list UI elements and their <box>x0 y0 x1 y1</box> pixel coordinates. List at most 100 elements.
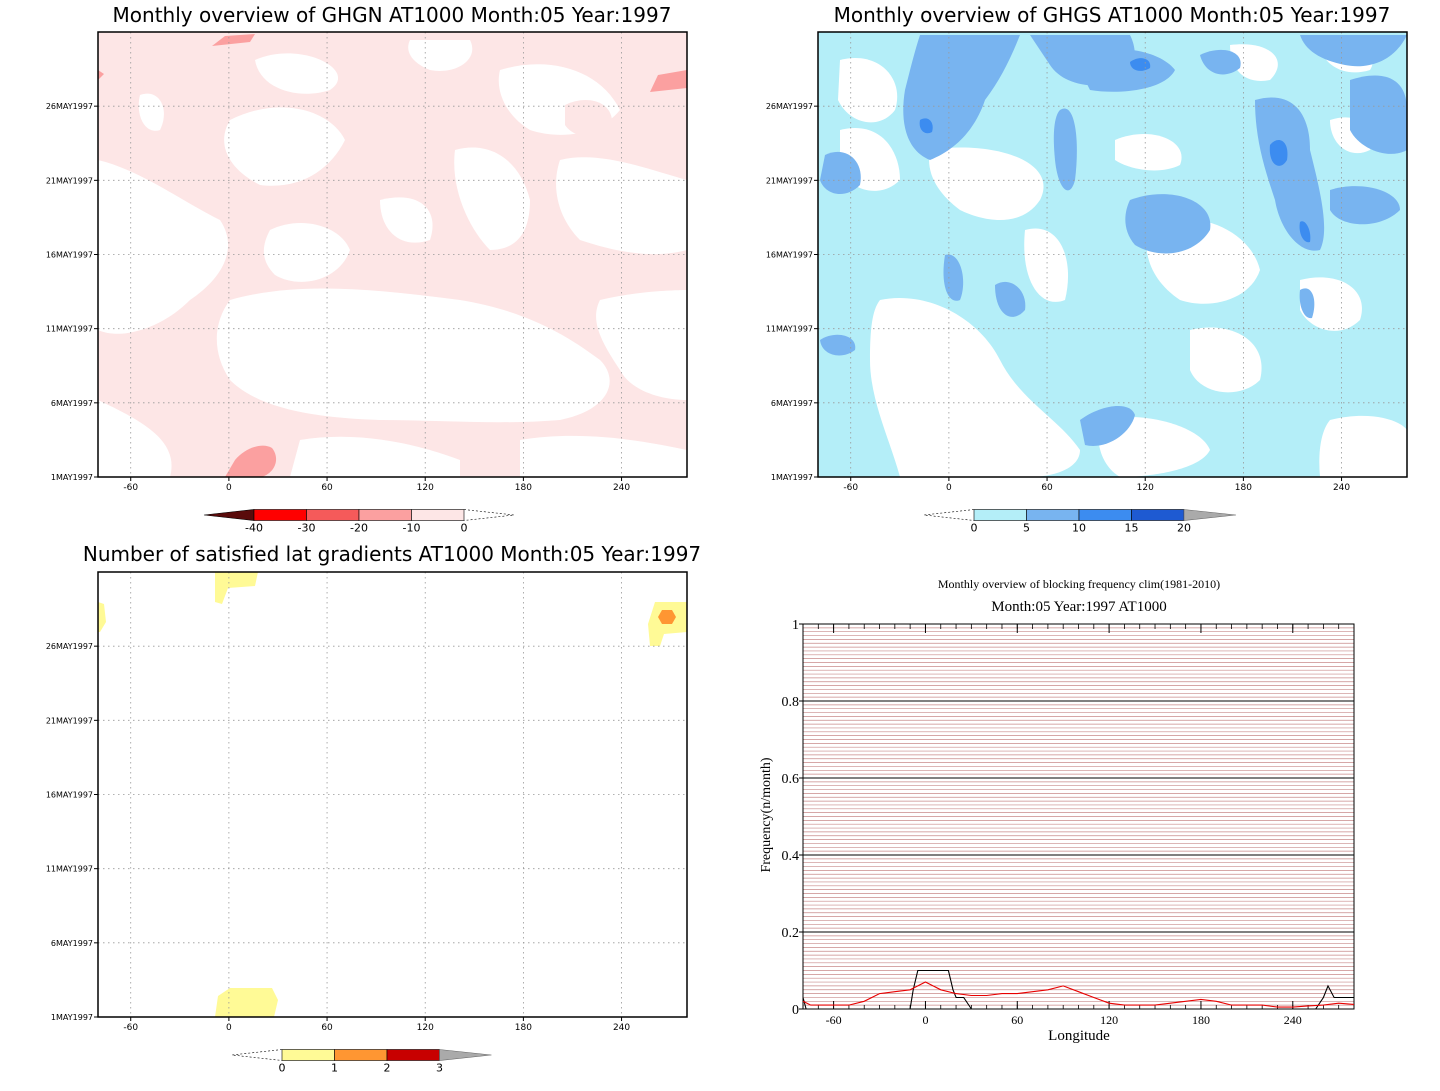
x-tick-label: 60 <box>321 483 333 493</box>
x-tick-label: 120 <box>417 1023 434 1033</box>
x-tick-label: 180 <box>1235 483 1252 493</box>
colorbar-label: 3 <box>436 1062 443 1075</box>
x-tick-label: 180 <box>1192 1013 1210 1027</box>
y-tick-label: 1MAY1997 <box>51 473 93 482</box>
x-tick-label: -60 <box>843 483 858 493</box>
chart-title: Monthly overview of GHGS AT1000 Month:05… <box>834 3 1391 27</box>
colorbar-swatch <box>1131 509 1185 521</box>
chart-title: Number of satisfied lat gradients AT1000… <box>83 542 701 566</box>
x-tick-label: 120 <box>1100 1013 1118 1027</box>
y-tick-label: 11MAY1997 <box>46 325 93 334</box>
colorbar-swatch <box>386 1049 440 1061</box>
colorbar-label: -10 <box>403 522 421 535</box>
chart-title: Monthly overview of blocking frequency c… <box>938 577 1220 591</box>
colorbar-swatch <box>334 1049 388 1061</box>
y-tick-label: 11MAY1997 <box>46 865 93 874</box>
y-tick-label: 11MAY1997 <box>766 325 813 334</box>
x-tick-label: 0 <box>922 1013 928 1027</box>
chart-title: Monthly overview of GHGN AT1000 Month:05… <box>113 3 672 27</box>
y-tick-label: 0.6 <box>782 772 800 787</box>
y-tick-label: 0.4 <box>782 849 800 864</box>
series-line-1 <box>802 981 1355 1008</box>
panel-lat-gradients: Number of satisfied lat gradients AT1000… <box>46 542 701 1075</box>
colorbar-swatch <box>411 509 465 521</box>
x-tick-label: 180 <box>515 483 532 493</box>
x-tick-label: 120 <box>417 483 434 493</box>
colorbar-label: 15 <box>1125 522 1139 535</box>
colorbar-swatch <box>973 509 1027 521</box>
colorbar-label: -30 <box>298 522 316 535</box>
colorbar-swatch <box>281 1049 335 1061</box>
colorbar-label: -40 <box>245 522 263 535</box>
panel-ghgs: Monthly overview of GHGS AT1000 Month:05… <box>766 3 1408 535</box>
colorbar: 0 1 2 3 <box>231 1049 492 1075</box>
panel-ghgn: Monthly overview of GHGN AT1000 Month:05… <box>46 3 688 535</box>
y-tick-label: 0 <box>792 1003 799 1018</box>
colorbar-swatch <box>306 509 360 521</box>
y-tick-label: 16MAY1997 <box>766 251 813 260</box>
y-axis: 1MAY1997 6MAY1997 11MAY1997 16MAY1997 21MAY1… <box>46 102 98 482</box>
y-axis: 1MAY1997 6MAY1997 11MAY1997 16MAY1997 21MAY1… <box>46 642 98 1022</box>
x-tick-label: -60 <box>123 483 138 493</box>
colorbar: 0 5 10 15 20 <box>923 509 1237 535</box>
y-axis: 1MAY1997 6MAY1997 11MAY1997 16MAY1997 21MAY1… <box>766 102 818 482</box>
y-tick-label: 1MAY1997 <box>771 473 813 482</box>
x-tick-label: 240 <box>1333 483 1350 493</box>
y-tick-label: 1 <box>792 618 799 633</box>
x-tick-label: 120 <box>1137 483 1154 493</box>
colorbar-extend-high <box>1183 509 1237 521</box>
y-tick-label: 0.2 <box>782 926 800 941</box>
colorbar-extend-high <box>463 509 515 521</box>
colorbar-swatch <box>1026 509 1080 521</box>
colorbar-label: 1 <box>331 1062 338 1075</box>
x-tick-label: 0 <box>226 483 232 493</box>
colorbar-label: 0 <box>279 1062 286 1075</box>
colorbar-swatch <box>253 509 307 521</box>
x-tick-label: 60 <box>1011 1013 1023 1027</box>
colorbar-swatch <box>358 509 412 521</box>
colorbar-label: 20 <box>1177 522 1191 535</box>
x-axis: -60 0 60 120 180 240 <box>123 477 630 493</box>
y-tick-label: 26MAY1997 <box>46 102 93 111</box>
y-tick-label: 21MAY1997 <box>46 176 93 185</box>
x-axis: -60 0 60 120 180 240 <box>123 1017 630 1033</box>
y-tick-label: 0.8 <box>782 695 800 710</box>
y-tick-label: 26MAY1997 <box>46 642 93 651</box>
colorbar-label: 10 <box>1072 522 1086 535</box>
colorbar-extend-low <box>923 509 975 521</box>
x-tick-label: 240 <box>1284 1013 1302 1027</box>
y-tick-label: 16MAY1997 <box>46 791 93 800</box>
x-axis: -60 0 60 120 180 240 <box>843 477 1350 493</box>
y-tick-label: 26MAY1997 <box>766 102 813 111</box>
y-tick-label: 21MAY1997 <box>46 716 93 725</box>
x-tick-label: -60 <box>123 1023 138 1033</box>
x-tick-label: 240 <box>613 1023 630 1033</box>
x-tick-label: 60 <box>321 1023 333 1033</box>
colorbar: -40 -30 -20 -10 0 <box>203 509 515 535</box>
y-tick-label: 16MAY1997 <box>46 251 93 260</box>
y-tick-label: 6MAY1997 <box>771 399 813 408</box>
grid <box>818 32 1407 478</box>
chart-subtitle: Month:05 Year:1997 AT1000 <box>991 599 1166 615</box>
colorbar-extend-low <box>231 1049 283 1061</box>
colorbar-extend-low <box>203 509 255 521</box>
x-tick-label: 240 <box>613 483 630 493</box>
colorbar-swatch <box>1078 509 1132 521</box>
line-plot: 0 0.2 0.4 0.6 0.8 1 -60 0 60 120 180 240 <box>782 618 1355 1027</box>
colorbar-extend-high <box>439 1049 492 1061</box>
colorbar-label: 0 <box>461 522 468 535</box>
y-tick-label: 1MAY1997 <box>51 1013 93 1022</box>
x-axis-label: Longitude <box>1048 1028 1110 1044</box>
x-tick-label: 180 <box>515 1023 532 1033</box>
y-tick-label: 6MAY1997 <box>51 939 93 948</box>
colorbar-label: 0 <box>971 522 978 535</box>
x-tick-label: -60 <box>826 1013 842 1027</box>
panel-blocking-frequency: Monthly overview of blocking frequency c… <box>759 577 1355 1044</box>
x-tick-label: 0 <box>946 483 952 493</box>
colorbar-label: -20 <box>350 522 368 535</box>
colorbar-label: 5 <box>1023 522 1030 535</box>
y-tick-label: 21MAY1997 <box>766 176 813 185</box>
x-tick-label: 0 <box>226 1023 232 1033</box>
colorbar-label: 2 <box>384 1062 391 1075</box>
